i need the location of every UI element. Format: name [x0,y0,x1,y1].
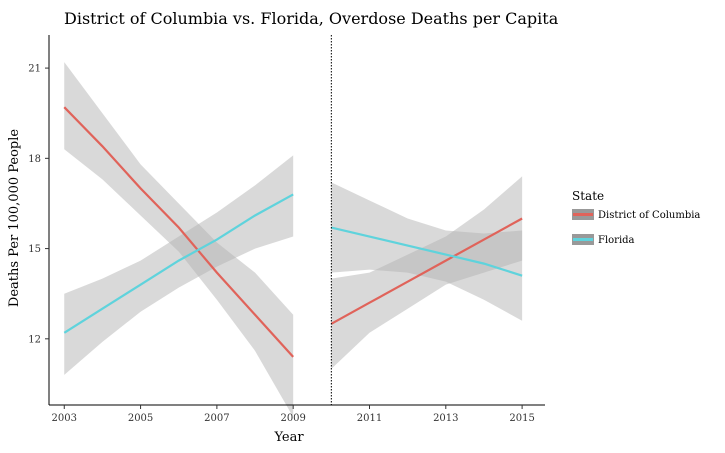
x-axis-title: Year [273,430,304,445]
x-tick-label: 2005 [128,413,153,424]
axes [45,35,545,409]
tick-labels: 2003 2005 2007 2009 2011 2013 2015 12 15 18 21 [28,64,535,424]
x-tick-label: 2013 [433,413,458,424]
legend-label: Florida [598,235,635,246]
confidence-bands [64,62,523,418]
x-tick-label: 2015 [509,413,534,424]
legend: State District of Columbia Florida [572,189,700,246]
y-tick-label: 21 [28,64,41,75]
chart-title: District of Columbia vs. Florida, Overdo… [64,9,559,28]
legend-title: State [572,189,604,203]
confidence-band-1-1 [331,182,523,321]
series-line-1-0 [63,193,294,334]
series-lines [63,106,523,358]
series-line-0-1 [330,217,523,325]
x-tick-label: 2007 [204,413,229,424]
y-tick-label: 12 [28,334,41,345]
legend-label: District of Columbia [598,210,700,221]
x-tick-label: 2009 [280,413,305,424]
y-axis-title: Deaths Per 100,000 People [7,129,22,308]
y-tick-label: 15 [28,244,41,255]
series-line-0-0 [63,106,294,358]
series-line-1-1 [331,226,523,277]
x-tick-label: 2003 [52,413,77,424]
x-tick-label: 2011 [357,413,382,424]
y-tick-label: 18 [28,154,41,165]
confidence-band-1-0 [64,155,294,375]
